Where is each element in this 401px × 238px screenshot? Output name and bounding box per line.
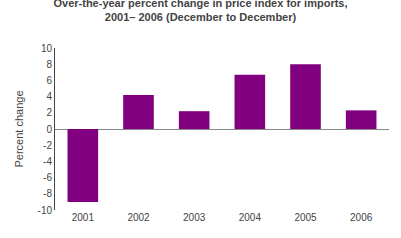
svg-text:-4: -4 — [43, 156, 52, 167]
svg-text:2003: 2003 — [183, 212, 206, 223]
svg-text:-6: -6 — [43, 172, 52, 183]
svg-text:8: 8 — [46, 59, 52, 70]
svg-text:Percent change: Percent change — [13, 90, 25, 167]
svg-text:2: 2 — [46, 107, 52, 118]
svg-text:2002: 2002 — [127, 212, 150, 223]
svg-text:2006: 2006 — [350, 212, 373, 223]
svg-text:2005: 2005 — [294, 212, 317, 223]
svg-text:-8: -8 — [43, 188, 52, 199]
svg-text:2004: 2004 — [239, 212, 262, 223]
svg-text:0: 0 — [46, 124, 52, 135]
svg-text:2001: 2001 — [72, 212, 95, 223]
svg-text:4: 4 — [46, 91, 52, 102]
svg-text:-2: -2 — [43, 140, 52, 151]
svg-text:Over-the-year percent change i: Over-the-year percent change in price in… — [53, 0, 347, 23]
svg-text:10: 10 — [41, 43, 53, 54]
svg-text:6: 6 — [46, 75, 52, 86]
svg-text:-10: -10 — [38, 205, 53, 216]
